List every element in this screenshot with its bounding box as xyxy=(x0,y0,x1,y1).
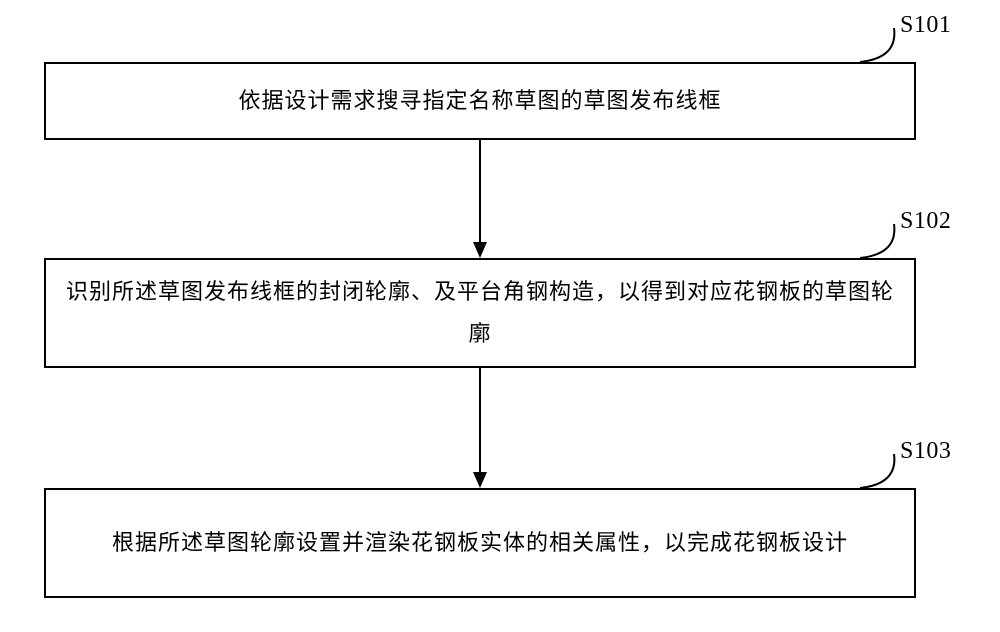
callout-s102 xyxy=(860,224,894,258)
step-box-s103: 根据所述草图轮廓设置并渲染花钢板实体的相关属性，以完成花钢板设计 xyxy=(44,488,916,598)
step-label-s102: S102 xyxy=(900,208,951,235)
step-box-s101: 依据设计需求搜寻指定名称草图的草图发布线框 xyxy=(44,62,916,140)
step-label-s101: S101 xyxy=(900,12,951,39)
arrowhead-s102-s103 xyxy=(473,472,487,488)
callout-s101 xyxy=(860,28,894,62)
flowchart-canvas: S101 依据设计需求搜寻指定名称草图的草图发布线框 S102 识别所述草图发布… xyxy=(0,0,1000,632)
step-label-s103: S103 xyxy=(900,438,951,465)
step-box-s102: 识别所述草图发布线框的封闭轮廓、及平台角钢构造，以得到对应花钢板的草图轮廓 xyxy=(44,258,916,368)
step-text-s103: 根据所述草图轮廓设置并渲染花钢板实体的相关属性，以完成花钢板设计 xyxy=(112,522,848,564)
step-text-s102: 识别所述草图发布线框的封闭轮廓、及平台角钢构造，以得到对应花钢板的草图轮廓 xyxy=(66,271,894,355)
arrowhead-s101-s102 xyxy=(473,242,487,258)
step-text-s101: 依据设计需求搜寻指定名称草图的草图发布线框 xyxy=(238,80,721,122)
callout-s103 xyxy=(860,454,894,488)
